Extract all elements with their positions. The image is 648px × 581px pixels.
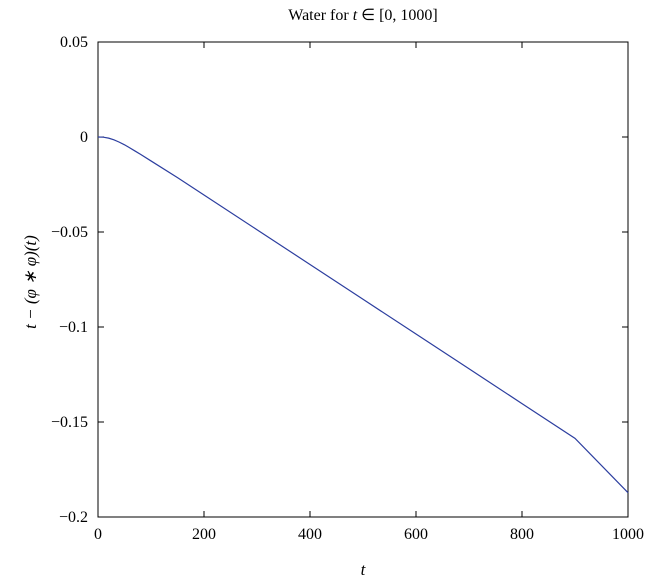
y-axis-label: t − (φ ∗ φ)(t)	[21, 235, 40, 329]
y-tick-label: −0.15	[51, 414, 88, 431]
series-line	[97, 136, 629, 494]
plot-frame	[97, 41, 629, 518]
y-tick-label: 0	[80, 129, 88, 146]
x-tick-label: 1000	[612, 526, 644, 543]
x-axis-label: t	[361, 560, 367, 579]
plot-area: 0 200 400 600 800 1000 0.05 0 −0.05 −0.1 −0.15 −0.2	[51, 34, 644, 543]
x-tick-label: 800	[510, 526, 534, 543]
y-tick-label: 0.05	[60, 34, 88, 51]
x-tick-label: 600	[404, 526, 428, 543]
x-tick-label: 0	[94, 526, 102, 543]
chart-title: Water for t ∈ [0, 1000]	[288, 7, 438, 24]
y-tick-label: −0.05	[51, 224, 88, 241]
y-tick-label: −0.1	[59, 319, 88, 336]
y-tick-label: −0.2	[59, 509, 88, 526]
x-tick-label: 200	[192, 526, 216, 543]
x-tick-label: 400	[298, 526, 322, 543]
